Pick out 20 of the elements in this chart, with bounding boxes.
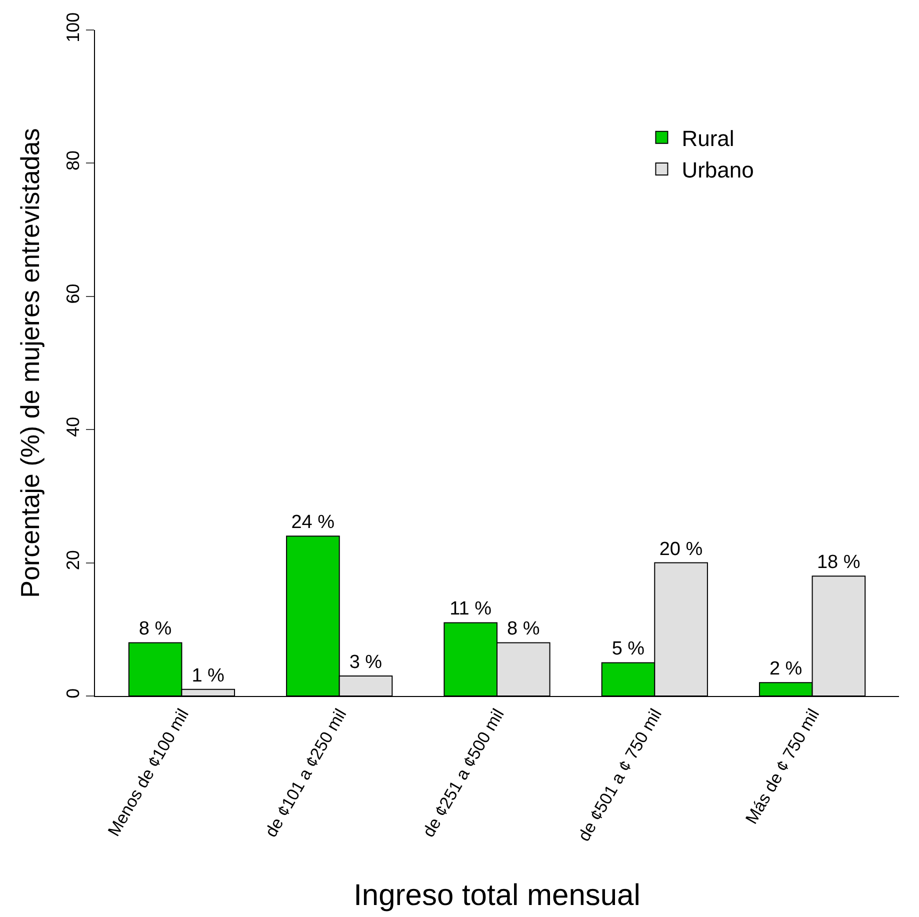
y-tick-label: 100: [62, 12, 83, 42]
y-axis-title: Porcentaje (%) de mujeres entrevistadas: [15, 128, 46, 598]
y-tick-label: 0: [62, 688, 83, 698]
data-label: 1 %: [192, 665, 225, 686]
y-tick-label: 60: [62, 284, 83, 304]
x-axis-title: Ingreso total mensual: [354, 878, 640, 912]
data-label: 8 %: [506, 618, 540, 640]
y-tick-label: 40: [62, 416, 83, 437]
data-label: 18 %: [816, 552, 860, 574]
data-label: 24 %: [291, 512, 335, 534]
y-tick-label: 20: [62, 550, 83, 570]
data-label: 3 %: [349, 652, 382, 674]
data-label: 2 %: [769, 658, 802, 680]
y-tick-label: 80: [62, 150, 83, 171]
data-label: 20 %: [659, 538, 703, 560]
data-label: 8 %: [138, 618, 172, 640]
data-label: 11 %: [450, 598, 492, 620]
data-label: 5 %: [612, 638, 645, 660]
legend-label: Urbano: [682, 158, 754, 183]
legend-label: Rural: [682, 126, 734, 151]
